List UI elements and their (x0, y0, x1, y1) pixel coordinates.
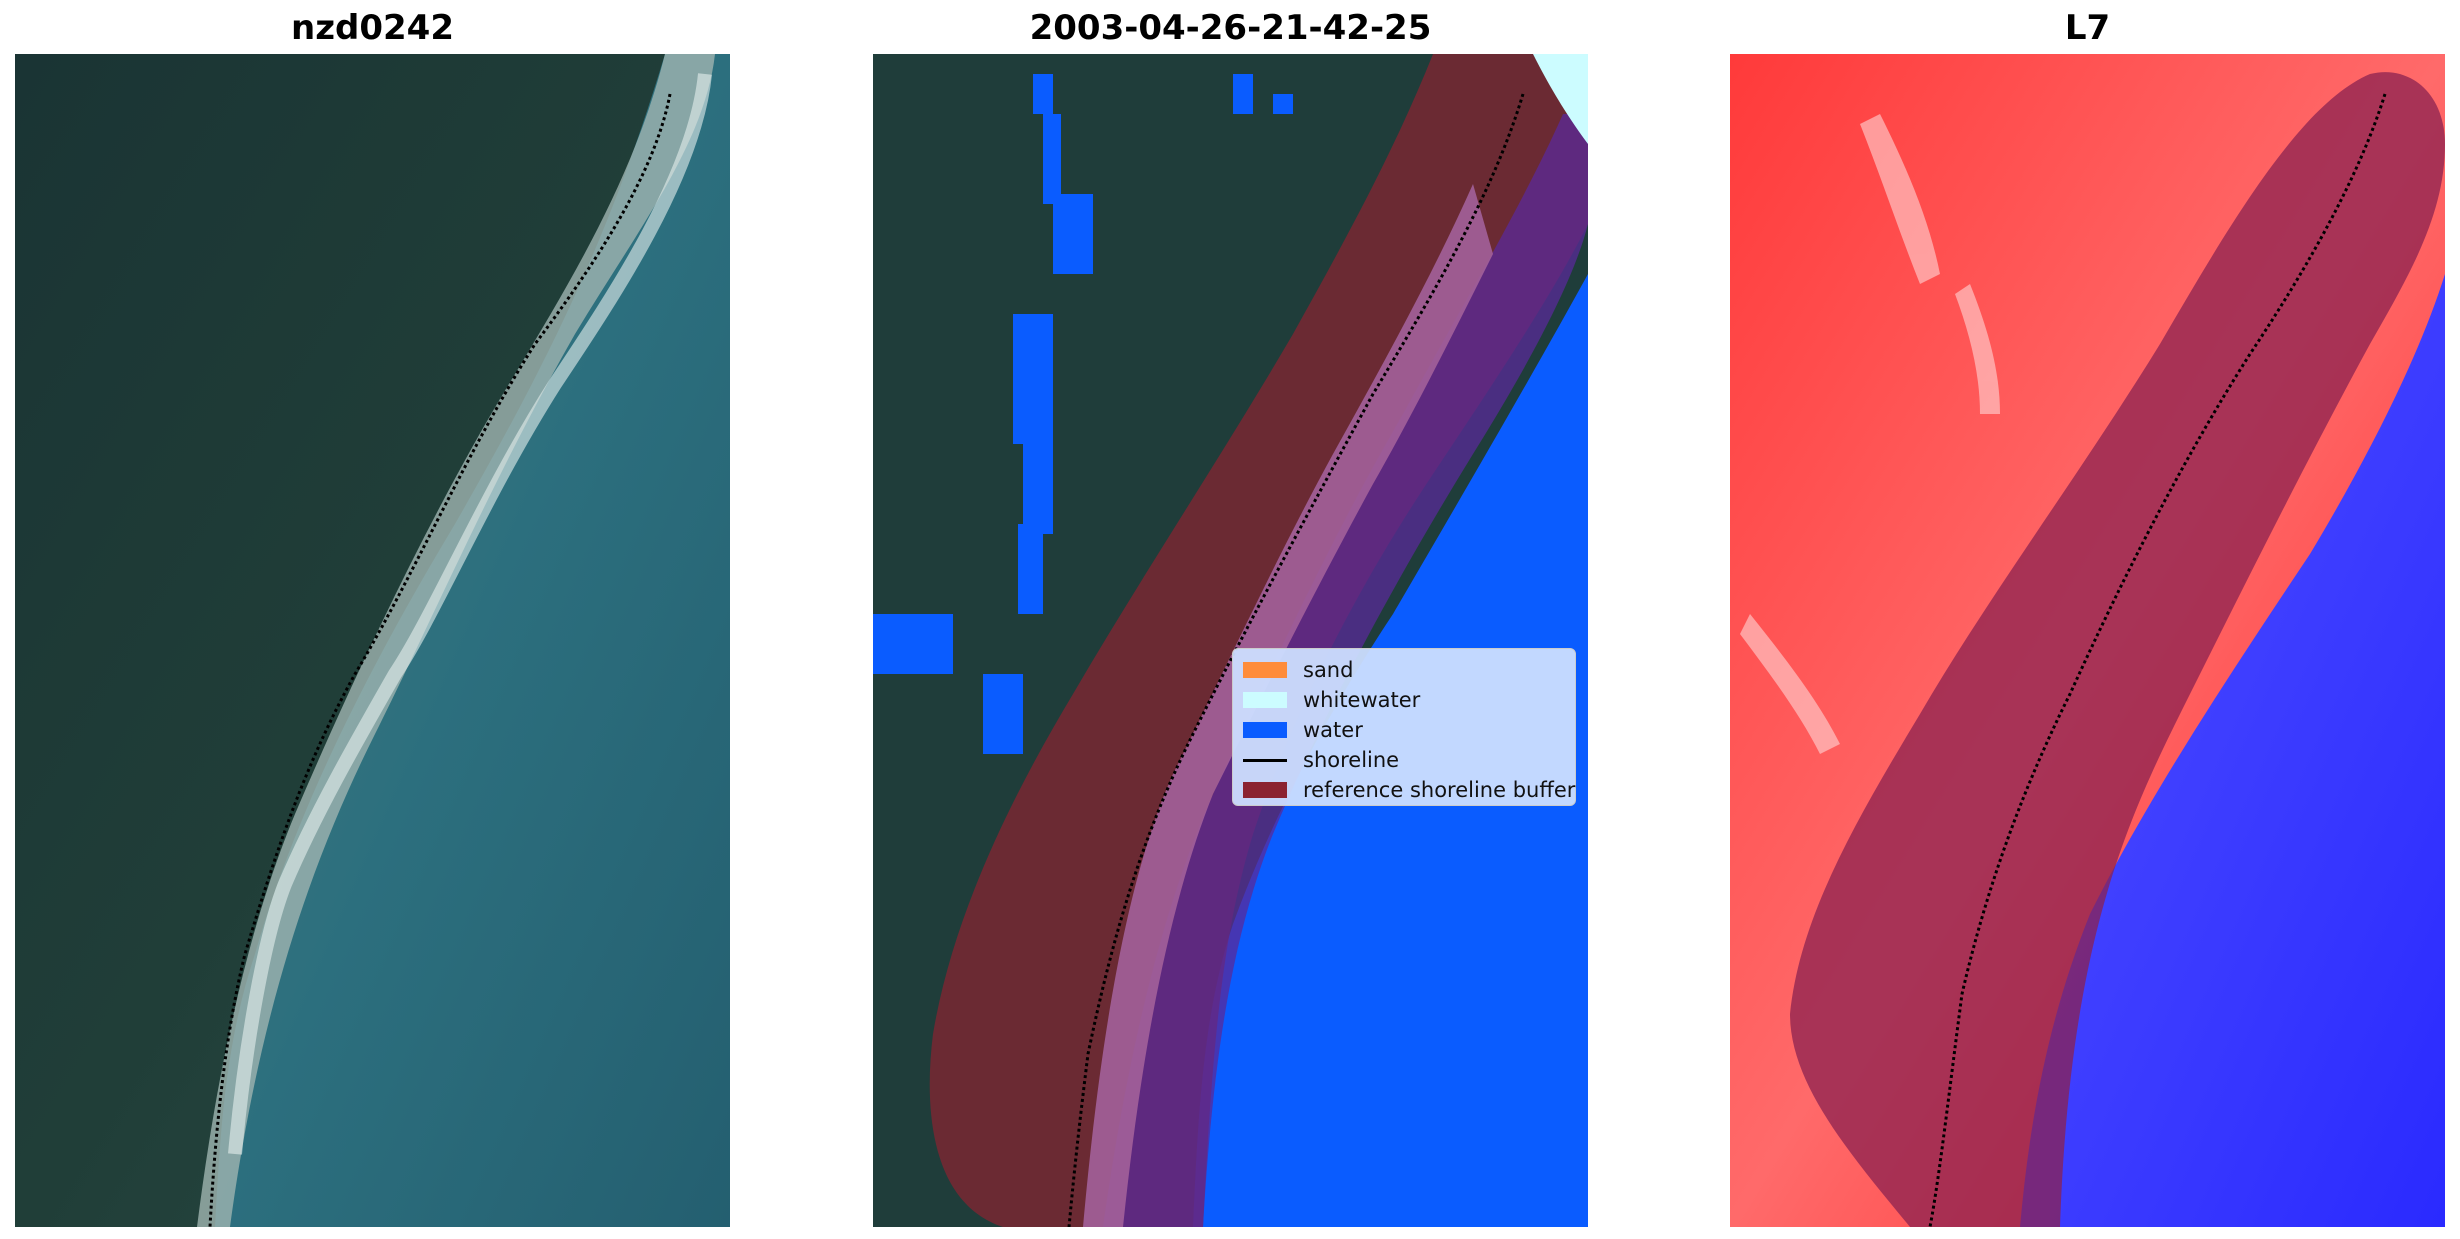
panel-title-right: L7 (2064, 8, 2111, 48)
panel-index: L7 (1730, 0, 2445, 1239)
legend-label-water: water (1303, 718, 1363, 742)
legend-label-buffer: reference shoreline buffer (1303, 778, 1576, 802)
legend-item-whitewater: whitewater (1243, 685, 1565, 715)
sand-light-band (1083, 184, 1493, 1227)
legend-label-shoreline: shoreline (1303, 748, 1400, 772)
panel-title-middle: 2003-04-26-21-42-25 (1029, 8, 1432, 48)
shoreline-middle (1067, 93, 1525, 1227)
legend-item-water: water (1243, 715, 1565, 745)
sea-area (215, 54, 730, 1227)
panel-classification: 2003-04-26-21-42-25 (873, 0, 1588, 1239)
water-class-patches (873, 74, 1293, 754)
panel-title-left: nzd0242 (291, 8, 454, 48)
legend-swatch-whitewater (1243, 692, 1287, 708)
legend-swatch-water (1243, 722, 1287, 738)
legend-item-sand: sand (1243, 655, 1565, 685)
true-color-image (15, 54, 730, 1227)
classification-image (873, 54, 1588, 1227)
water-index-area (2020, 274, 2445, 1227)
legend: sand whitewater water shoreline referenc… (1232, 648, 1576, 806)
index-image (1730, 54, 2445, 1227)
legend-swatch-shoreline (1243, 758, 1287, 762)
whitewater-corner (1533, 54, 1588, 144)
buffer-band-right (1790, 72, 2445, 1227)
beach-strip (197, 54, 715, 1227)
shoreline-left (208, 93, 672, 1227)
shoreline-right (1928, 93, 2387, 1227)
legend-item-buffer: reference shoreline buffer (1243, 775, 1575, 805)
legend-item-shoreline: shoreline (1243, 745, 1565, 775)
land-highlights (1740, 114, 2000, 754)
legend-label-sand: sand (1303, 658, 1354, 682)
surf-foam (228, 73, 712, 1155)
legend-swatch-buffer (1243, 782, 1287, 798)
panel-true-color: nzd0242 (15, 0, 730, 1239)
legend-label-whitewater: whitewater (1303, 688, 1421, 712)
legend-swatch-sand (1243, 662, 1287, 678)
